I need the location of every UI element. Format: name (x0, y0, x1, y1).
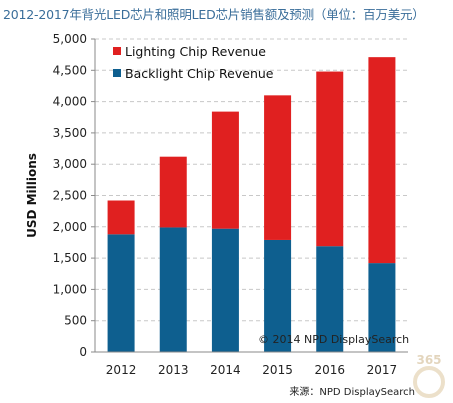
legend: Lighting Chip Revenue Backlight Chip Reve… (113, 44, 274, 81)
x-tick-label: 2016 (314, 363, 345, 377)
x-tick-labels: 2012 2013 2014 2015 2016 2017 (106, 363, 397, 377)
x-tick-label: 2017 (367, 363, 398, 377)
grid-lines (91, 38, 408, 353)
y-tick-label: 500 (64, 314, 87, 328)
y-axis-title: USD Millions (25, 153, 39, 238)
y-tick-label: 3,500 (53, 126, 87, 140)
legend-swatch (113, 47, 121, 55)
bar-lighting-2014 (211, 111, 239, 229)
bar-lighting-2015 (264, 95, 292, 240)
legend-label: Lighting Chip Revenue (125, 44, 266, 59)
y-tick-label: 3,000 (53, 157, 87, 171)
copyright-annotation: © 2014 NPD DisplaySearch (258, 333, 409, 346)
x-tick-label: 2013 (158, 363, 189, 377)
y-tick-label: 0 (79, 345, 87, 359)
bar-lighting-2017 (368, 57, 396, 264)
y-tick-labels: 0 500 1,000 1,500 2,000 2,500 3,000 3,500 4,000 4… (53, 32, 87, 359)
x-tick-label: 2015 (262, 363, 293, 377)
bar-backlight-2014 (211, 228, 239, 352)
svg-text:365: 365 (416, 353, 441, 367)
y-tick-label: 4,000 (53, 95, 87, 109)
axes (94, 39, 408, 353)
watermark-logo: 365 (413, 353, 445, 398)
bar-backlight-2012 (107, 234, 135, 352)
bar-backlight-2015 (264, 239, 292, 352)
legend-swatch (113, 69, 121, 77)
source-note: 来源：NPD DisplaySearch (289, 387, 415, 398)
y-tick-label: 4,500 (53, 63, 87, 77)
bar-backlight-2017 (368, 263, 396, 352)
bar-lighting-2013 (159, 156, 187, 228)
y-tick-label: 2,500 (53, 189, 87, 203)
y-tick-label: 1,500 (53, 251, 87, 265)
bar-backlight-2013 (159, 227, 187, 352)
bar-lighting-2016 (316, 71, 344, 247)
y-tick-label: 1,000 (53, 282, 87, 296)
bars (107, 57, 396, 352)
y-tick-label: 5,000 (53, 32, 87, 46)
x-tick-label: 2012 (106, 363, 137, 377)
chart-title: 2012-2017年背光LED芯片和照明LED芯片销售额及预测（单位：百万美元） (3, 7, 425, 22)
bar-backlight-2016 (316, 246, 344, 352)
legend-label: Backlight Chip Revenue (125, 66, 274, 81)
y-tick-label: 2,000 (53, 220, 87, 234)
x-tick-label: 2014 (210, 363, 241, 377)
bar-lighting-2012 (107, 200, 135, 235)
